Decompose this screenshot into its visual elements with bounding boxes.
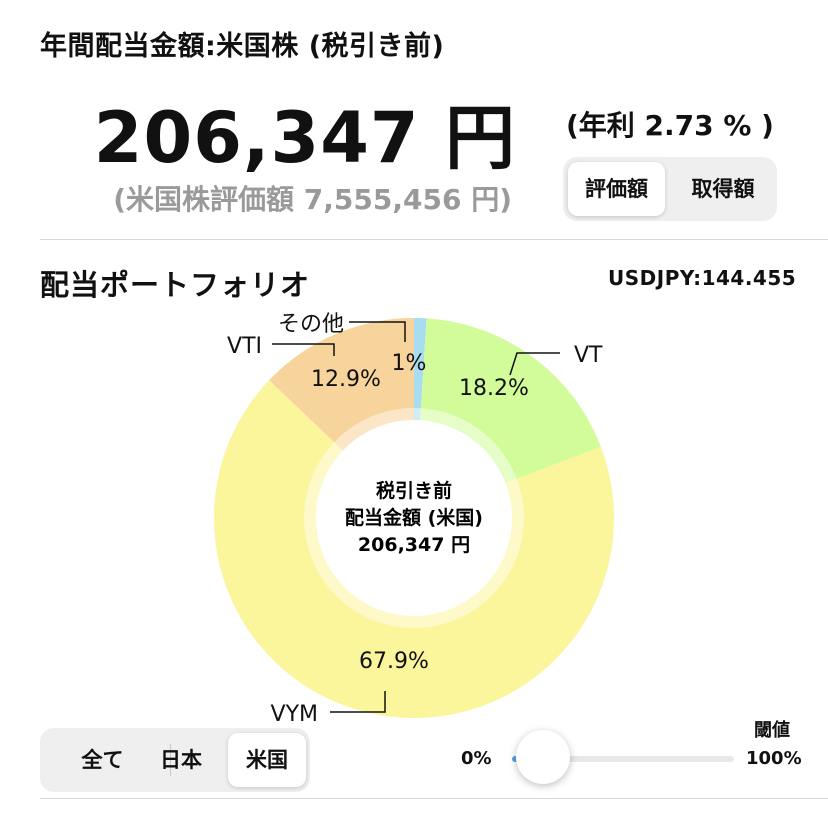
tab-separator <box>170 744 171 776</box>
threshold-max-label: 100% <box>746 748 802 769</box>
threshold-slider-fill <box>512 756 518 762</box>
region-tabs: 全て 日本 米国 <box>40 728 310 792</box>
leader-line <box>272 343 335 356</box>
leader-line <box>509 352 560 376</box>
category-label-VT: VT <box>574 343 603 368</box>
center-label-line3: 206,347 円 <box>358 534 470 556</box>
basis-option-cost[interactable]: 取得額 <box>691 177 755 201</box>
slice-percent-label: 1% <box>392 351 427 376</box>
portfolio-title: 配当ポートフォリオ <box>40 268 311 302</box>
tab-us[interactable]: 米国 <box>228 733 306 787</box>
category-label-VTI: VTI <box>227 334 262 359</box>
category-label-その他: その他 <box>278 312 344 337</box>
slice-percent-label: 12.9% <box>311 367 381 392</box>
tab-japan[interactable]: 日本 <box>160 748 202 772</box>
basis-option-market-value[interactable]: 評価額 <box>568 162 665 216</box>
annual-dividend-total: 206,347 円 <box>93 97 516 179</box>
category-label-VYM: VYM <box>271 702 318 727</box>
leader-line <box>349 321 406 342</box>
threshold-slider-thumb[interactable] <box>516 730 570 784</box>
donut-hole <box>316 420 512 616</box>
divider <box>40 798 828 799</box>
tab-all[interactable]: 全て <box>81 748 124 772</box>
fx-rate: USDJPY:144.455 <box>608 266 797 290</box>
center-label-line1: 税引き前 <box>376 479 452 502</box>
threshold-min-label: 0% <box>461 748 492 769</box>
page-title: 年間配当金額:米国株 (税引き前) <box>40 31 445 62</box>
threshold-slider-track[interactable] <box>512 756 734 762</box>
slice-percent-label: 18.2% <box>459 376 529 401</box>
slice-percent-label: 67.9% <box>359 649 429 674</box>
basis-toggle: 評価額 取得額 <box>563 157 777 221</box>
center-label-line2: 配当金額 (米国) <box>345 506 483 529</box>
leader-line <box>330 691 386 713</box>
market-value: (米国株評価額 7,555,456 円) <box>113 183 512 216</box>
annual-yield: (年利 2.73 % ) <box>566 109 774 142</box>
divider <box>40 239 828 240</box>
threshold-label: 閾値 <box>754 720 790 741</box>
